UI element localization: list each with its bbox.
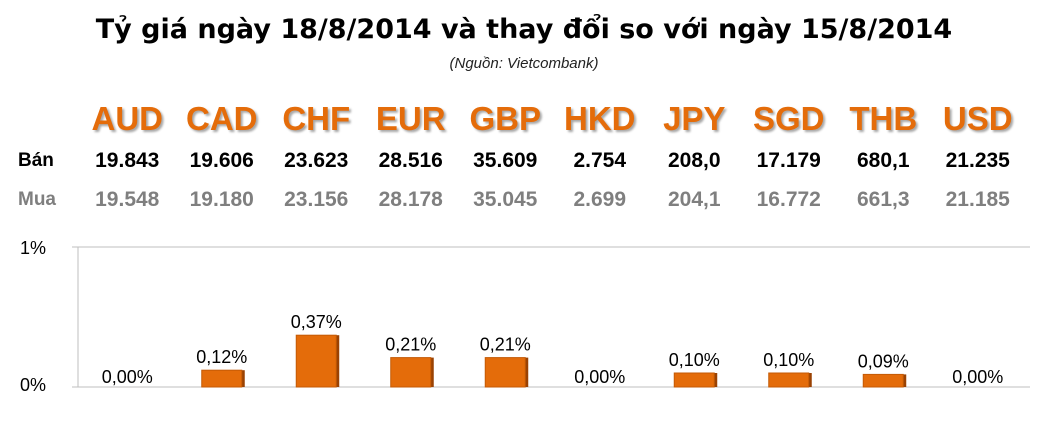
buy-rate-chf: 23.156 [284, 188, 349, 211]
data-label-cad: 0,12% [196, 347, 247, 367]
buy-rate-sgd: 16.772 [756, 188, 821, 211]
bar-cad [201, 369, 243, 388]
currency-code-sgd: SGD [752, 100, 825, 137]
data-label-thb: 0,09% [858, 351, 909, 371]
buy-rate-cad: 19.180 [189, 188, 254, 211]
bar-eur [390, 357, 432, 388]
bar-sgd [768, 372, 810, 388]
sell-rate-thb: 680,1 [856, 149, 910, 172]
chart-title: Tỷ giá ngày 18/8/2014 và thay đổi so với… [95, 14, 953, 45]
currency-code-thb: THB [849, 100, 918, 137]
currency-code-aud: AUD [91, 100, 164, 137]
sell-row-label: Bán [18, 150, 54, 171]
buy-rate-aud: 19.548 [95, 188, 160, 211]
currency-code-eur: EUR [375, 100, 446, 137]
sell-rate-chf: 23.623 [284, 149, 349, 172]
currency-code-row: AUD CAD CHF EUR GBP HKD JPY SGD THB USD [0, 100, 1048, 144]
chart-source: (Nguồn: Vietcombank) [449, 55, 599, 72]
currency-code-usd: USD [942, 100, 1013, 137]
data-label-chf: 0,37% [291, 312, 342, 332]
bar-chf [295, 334, 337, 388]
data-label-aud: 0,00% [102, 367, 153, 387]
bar-jpy [673, 372, 715, 388]
sell-rate-gbp: 35.609 [473, 149, 538, 172]
currency-code-hkd: HKD [564, 100, 636, 137]
y-tick-label-top: 1% [20, 238, 46, 258]
sell-rate-usd: 21.235 [945, 149, 1010, 172]
sell-rate-sgd: 17.179 [756, 149, 821, 172]
currency-code-cad: CAD [186, 100, 258, 137]
buy-rate-gbp: 35.045 [473, 188, 538, 211]
buy-rate-thb: 661,3 [856, 188, 910, 211]
data-label-gbp: 0,21% [480, 335, 531, 355]
change-bar-chart: 1% 0% 0,00% 0,12% 0,37% 0,21% 0,21% 0,00% 0,10% 0… [20, 238, 1030, 395]
buy-row-label: Mua [18, 189, 56, 210]
sell-rate-eur: 28.516 [378, 149, 443, 172]
bar-gbp [484, 357, 526, 388]
data-label-eur: 0,21% [385, 335, 436, 355]
sell-rate-jpy: 208,0 [667, 149, 721, 172]
currency-code-chf: CHF [282, 100, 351, 137]
data-label-sgd: 0,10% [763, 350, 814, 370]
data-label-usd: 0,00% [952, 367, 1003, 387]
sell-rate-aud: 19.843 [95, 149, 160, 172]
data-label-hkd: 0,00% [574, 367, 625, 387]
sell-rate-cad: 19.606 [189, 149, 254, 172]
currency-code-jpy: JPY [663, 100, 726, 137]
buy-rate-hkd: 2.699 [573, 188, 627, 211]
data-label-jpy: 0,10% [669, 350, 720, 370]
buy-rate-usd: 21.185 [945, 188, 1010, 211]
currency-code-gbp: GBP [469, 100, 541, 137]
buy-rate-jpy: 204,1 [667, 188, 721, 211]
bar-thb [862, 373, 904, 388]
buy-rate-eur: 28.178 [378, 188, 443, 211]
y-tick-label-bottom: 0% [20, 375, 46, 395]
sell-rate-hkd: 2.754 [573, 149, 627, 172]
